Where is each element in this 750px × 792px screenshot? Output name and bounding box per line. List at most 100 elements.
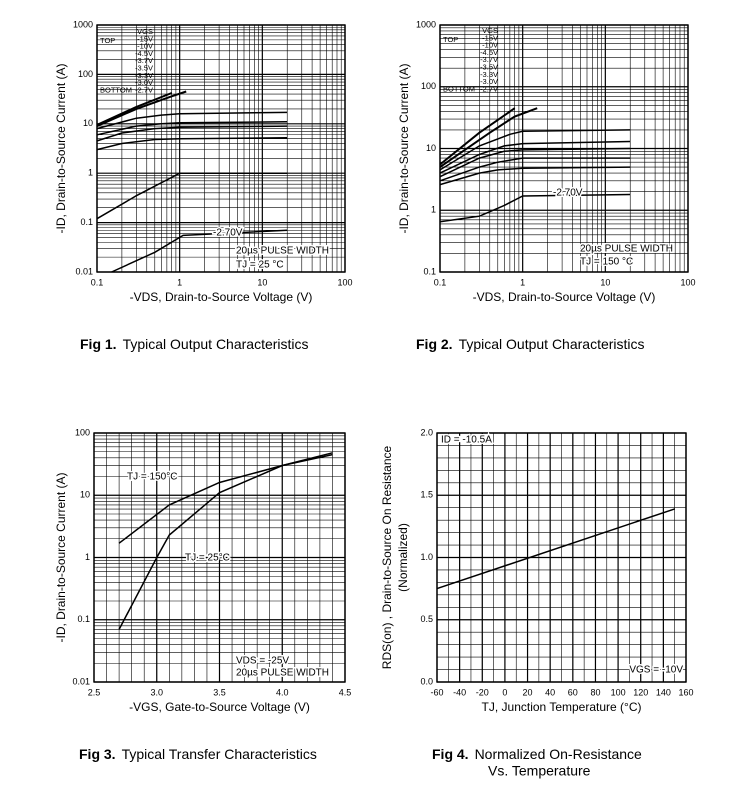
x-tick-label: 1 — [520, 277, 525, 287]
x-axis-label: -VDS, Drain-to-Source Voltage (V) — [130, 290, 313, 304]
y-axis-label: -ID, Drain-to-Source Current (A) — [54, 472, 68, 642]
y-tick-label: 100 — [78, 69, 93, 79]
y-tick-label: 1 — [431, 205, 436, 215]
data-line — [96, 90, 187, 128]
legend-entry: -3.5V — [480, 62, 498, 71]
data-line — [439, 107, 538, 168]
plot-area — [97, 25, 345, 272]
x-axis-label: -VDS, Drain-to-Source Voltage (V) — [473, 290, 656, 304]
annotation: -2.70V — [553, 188, 583, 199]
x-tick-label: 3.5 — [213, 687, 226, 697]
data-line — [439, 166, 631, 186]
annotation: ID = -10.5A — [441, 435, 492, 446]
legend-entry: -15V — [482, 33, 498, 42]
legend-entry: -4.5V — [480, 48, 498, 57]
legend-entry: -3.5V — [135, 63, 153, 72]
y-tick-label: 1 — [88, 168, 93, 178]
y-tick-label: 10 — [83, 118, 93, 128]
y-tick-label: 0.01 — [75, 266, 93, 276]
annotation: -2.70V — [213, 228, 243, 239]
y-tick-label: 0.1 — [77, 614, 90, 624]
annotation: 20µs PULSE WIDTH — [580, 244, 673, 255]
x-tick-label: 2.5 — [88, 687, 101, 697]
x-tick-label: 80 — [590, 687, 600, 697]
figure-caption: Fig 2. Typical Output Characteristics — [416, 336, 645, 352]
y-tick-label: 100 — [421, 81, 436, 91]
annotation: TJ = 25 °C — [236, 260, 284, 271]
data-line — [439, 140, 631, 174]
y-tick-label: 100 — [75, 427, 90, 437]
y-axis-label: (Normalized) — [396, 523, 410, 592]
legend-title: VGS — [137, 27, 153, 36]
caption-text: Normalized On-Resistance — [475, 746, 642, 762]
data-line — [96, 125, 288, 142]
data-line — [111, 229, 288, 273]
y-tick-label: 0.0 — [420, 676, 433, 686]
chart: 0.1 1 10 100 0.1 1 10 100 1000 -15V-10V-4.5V-3.7V… — [397, 19, 695, 351]
x-tick-label: 100 — [337, 277, 352, 287]
figure-caption: Fig 3. Typical Transfer Characteristics — [79, 746, 317, 762]
caption-text: Typical Output Characteristics — [459, 336, 645, 352]
caption-text: Typical Transfer Characteristics — [122, 746, 317, 762]
x-tick-label: 120 — [633, 687, 648, 697]
chart: 2.5 3.0 3.5 4.0 4.5 0.01 0.1 1 10 100 TJ = 150°C TJ… — [54, 427, 351, 761]
legend-title: VGS — [482, 26, 498, 35]
data-line — [96, 111, 288, 130]
caption-text: Vs. Temperature — [488, 763, 591, 779]
data-line — [436, 508, 675, 590]
figure-caption: Fig 4. Normalized On-Resistance — [432, 746, 642, 762]
chart: -60 -40 -20 0 20 40 60 80 100 120 140 160 0.0 0.5 1.0 1… — [380, 427, 693, 778]
y-tick-label: 1000 — [73, 19, 93, 29]
x-tick-label: 1 — [177, 277, 182, 287]
x-tick-label: 0 — [502, 687, 507, 697]
x-tick-label: 60 — [568, 687, 578, 697]
legend-bottom: BOTTOM — [100, 85, 132, 94]
data-line — [96, 172, 288, 220]
x-axis-label: TJ, Junction Temperature (°C) — [482, 700, 642, 714]
legend-entry: -3.0V — [135, 78, 153, 87]
x-tick-label: 100 — [680, 277, 695, 287]
x-tick-label: 100 — [611, 687, 626, 697]
data-line — [118, 452, 333, 630]
legend-entry: -3.7V — [480, 55, 498, 64]
y-axis-label: -ID, Drain-to-Source Current (A) — [54, 63, 68, 233]
x-tick-label: 10 — [600, 277, 610, 287]
caption-text: Typical Output Characteristics — [123, 336, 309, 352]
legend-top: TOP — [443, 35, 458, 44]
data-line — [439, 193, 631, 223]
x-tick-label: 20 — [523, 687, 533, 697]
figure-label: Fig 4. — [432, 746, 469, 762]
x-tick-label: 0.1 — [434, 277, 447, 287]
x-tick-label: 0.1 — [91, 277, 104, 287]
chart: 0.1 1 10 1000.010.11101001000-15V-10V-4.5V-… — [54, 19, 352, 351]
series-label: TJ = 25°C — [185, 553, 230, 564]
y-tick-label: 0.1 — [80, 217, 93, 227]
y-tick-label: 0.01 — [72, 676, 90, 686]
x-tick-label: 4.0 — [276, 687, 289, 697]
data-line — [439, 147, 631, 178]
x-tick-label: -40 — [453, 687, 466, 697]
y-axis-label: -ID, Drain-to-Source Current (A) — [397, 63, 411, 233]
legend-entry: -2.7V — [135, 85, 153, 94]
y-tick-label: 2.0 — [420, 427, 433, 437]
x-tick-label: -60 — [430, 687, 443, 697]
annotation: VGS = -10V — [629, 665, 683, 676]
plot-border — [93, 432, 346, 683]
figure-label: Fig 1. — [80, 336, 117, 352]
y-tick-label: 0.5 — [420, 614, 433, 624]
legend-entry: -3.3V — [480, 70, 498, 79]
x-tick-label: 140 — [656, 687, 671, 697]
y-axis-label: RDS(on) , Drain-to-Source On Resistance — [380, 445, 394, 669]
y-tick-label: 1 — [85, 552, 90, 562]
annotation: 20µs PULSE WIDTH — [236, 668, 329, 679]
figure-label: Fig 2. — [416, 336, 453, 352]
y-tick-label: 1.0 — [420, 552, 433, 562]
y-tick-label: 1.5 — [420, 490, 433, 500]
legend-entry: -15V — [137, 34, 153, 43]
x-tick-label: 40 — [545, 687, 555, 697]
data-line — [439, 129, 631, 171]
annotation: TJ = 150 °C — [580, 257, 633, 268]
y-tick-label: 1000 — [416, 19, 436, 29]
data-line — [96, 137, 288, 151]
y-tick-label: 10 — [80, 490, 90, 500]
